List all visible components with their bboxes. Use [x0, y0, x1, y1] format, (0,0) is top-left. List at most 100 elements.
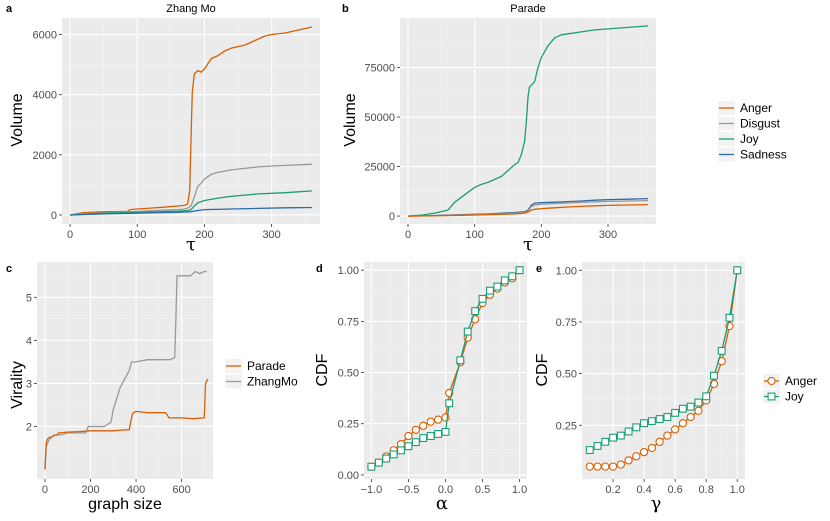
legend-label-disgust: Disgust: [740, 117, 781, 131]
y-tick-label: 4000: [33, 90, 57, 102]
series-line-joy: [70, 190, 312, 216]
data-point-joy: [426, 432, 435, 440]
y-tick-label: 6000: [33, 30, 57, 42]
panel-b-plot: 0 100 200 300 0 25000 50000 75000: [364, 18, 656, 241]
x-tick-label: 0.5: [475, 484, 490, 496]
data-point-joy: [585, 446, 594, 455]
x-tick-label: 100: [465, 229, 483, 241]
y-tick-label: 25000: [364, 162, 395, 174]
data-point-joy: [500, 276, 509, 285]
y-tick-label: 0.75: [338, 316, 359, 328]
y-tick-label: 2: [26, 421, 32, 433]
y-tick-label: 0: [51, 210, 57, 222]
x-tick-label: 100: [128, 229, 146, 241]
data-point-joy: [663, 413, 672, 421]
data-point-joy: [678, 404, 687, 413]
panel-e-plot: 0.2 0.4 0.6 0.8 1.0 0.25 0.50 0.75 1.00: [556, 262, 745, 496]
data-point-joy: [367, 462, 376, 471]
data-point-anger: [608, 462, 618, 471]
data-point-anger: [624, 456, 633, 465]
legend-key-marker-anger: [767, 376, 776, 386]
x-tick-label: 0.8: [699, 484, 714, 496]
data-point-anger: [601, 462, 610, 471]
panel-background: [400, 18, 656, 224]
y-tick-label: 0.25: [338, 419, 359, 431]
data-point-joy: [647, 417, 656, 426]
series-line-sadness: [70, 206, 312, 216]
y-tick-label: 0.25: [556, 420, 577, 432]
data-point-joy: [694, 398, 703, 407]
x-tick-label: 0.0: [438, 484, 453, 496]
x-tick-label: 0: [67, 229, 73, 241]
data-point-joy: [632, 423, 641, 432]
data-point-joy: [616, 431, 625, 440]
panel-a-title: Zhang Mo: [166, 3, 216, 15]
y-tick-label: 0.00: [338, 470, 359, 482]
panel-c-plot: 0 200 400 600 2 3 4 5: [26, 262, 213, 496]
x-tick-label: 0: [42, 484, 48, 496]
y-tick-label: 0.50: [556, 369, 577, 381]
y-tick-label: 1.00: [556, 265, 577, 277]
data-point-anger: [639, 447, 649, 457]
panel-d-xlabel: α: [436, 493, 448, 514]
x-tick-label: −0.5: [398, 484, 420, 496]
data-point-joy: [404, 442, 413, 451]
panel-e-ylabel: CDF: [534, 353, 551, 386]
data-point-joy: [374, 458, 383, 467]
panel-a-plot: 0 100 200 300 0 2000 4000 6000: [33, 18, 320, 241]
data-point-joy: [389, 450, 398, 459]
x-tick-label: 0.6: [667, 484, 682, 496]
panel-b: 0 100 200 300 0 25000 50000 75000 b Parade Volu…: [342, 3, 787, 255]
data-point-joy: [493, 282, 502, 291]
x-tick-label: 300: [262, 229, 280, 241]
x-tick-label: 200: [81, 484, 99, 496]
x-tick-label: 0.4: [636, 484, 651, 496]
legend-label-parade: Parade: [247, 359, 286, 373]
data-point-anger: [593, 462, 602, 471]
data-point-joy: [463, 327, 472, 336]
data-point-joy: [441, 427, 450, 436]
data-point-joy: [601, 437, 610, 446]
data-point-anger: [663, 431, 672, 440]
panel-c: 0 200 400 600 2 3 4 5 c Virality graph size Par…: [6, 262, 298, 513]
y-tick-label: 1.00: [338, 265, 359, 277]
panel-b-ylabel: Volume: [342, 93, 359, 146]
data-point-anger: [616, 460, 625, 469]
data-point-anger: [433, 415, 443, 424]
panel-e-xlabel: γ: [651, 493, 662, 514]
legend-key-marker-joy: [767, 392, 776, 401]
legend-label-sadness: Sadness: [740, 148, 787, 162]
data-point-anger: [585, 462, 594, 471]
panel-c-ylabel: Virality: [9, 361, 26, 409]
data-point-anger: [632, 452, 641, 461]
panel-a-xlabel: τ: [186, 234, 196, 255]
data-point-anger: [426, 417, 435, 426]
data-point-anger: [694, 406, 703, 415]
data-point-joy: [671, 408, 680, 417]
data-point-joy: [411, 438, 420, 447]
data-point-anger: [647, 443, 657, 453]
data-point-anger: [678, 419, 688, 428]
y-tick-label: 5: [26, 292, 32, 304]
legend-e: Anger Joy: [763, 374, 817, 404]
legend-label-anger: Anger: [740, 101, 772, 115]
x-tick-label: 300: [599, 229, 617, 241]
data-point-joy: [508, 272, 517, 281]
data-point-joy: [382, 454, 391, 463]
panel-background: [582, 262, 745, 479]
x-tick-label: −1.0: [361, 484, 383, 496]
data-point-joy: [434, 430, 443, 438]
x-tick-label: 1.0: [730, 484, 745, 496]
x-tick-label: 600: [172, 484, 190, 496]
data-point-joy: [445, 399, 454, 408]
data-point-joy: [478, 294, 487, 303]
x-tick-label: 200: [532, 229, 550, 241]
data-point-joy: [702, 392, 711, 401]
data-point-joy: [486, 286, 494, 295]
panel-d-letter: d: [316, 263, 323, 275]
data-point-anger: [411, 425, 421, 435]
data-point-joy: [593, 441, 602, 450]
y-tick-label: 75000: [364, 63, 395, 75]
panel-b-xlabel: τ: [523, 234, 533, 255]
